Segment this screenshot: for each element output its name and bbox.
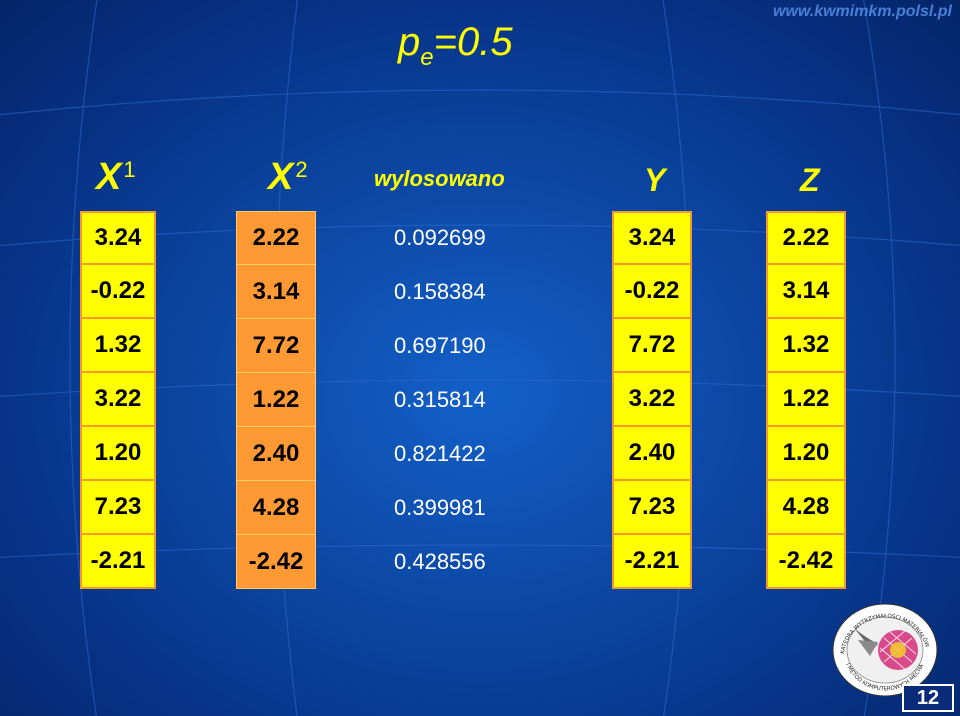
title-subscript: e	[420, 44, 434, 71]
header-x2-letter: X	[268, 156, 294, 198]
header-drawn: wylosowano	[374, 166, 505, 191]
column-z: 2.22 3.14 1.32 1.22 1.20 4.28 -2.42	[766, 211, 846, 589]
cell-y: -0.22	[612, 265, 692, 319]
cell-x2: 3.14	[236, 265, 316, 319]
cell-x2: 1.22	[236, 373, 316, 427]
header-z: Z	[800, 162, 820, 198]
website-url: www.kwmimkm.polsl.pl	[773, 3, 952, 20]
header-y: Y	[644, 162, 666, 198]
column-x1: 3.24 -0.22 1.32 3.22 1.20 7.23 -2.21	[80, 211, 156, 589]
cell-x2: 4.28	[236, 481, 316, 535]
cell-drawn: 0.697190	[394, 333, 486, 358]
cell-y: 7.23	[612, 481, 692, 535]
column-y: 3.24 -0.22 7.72 3.22 2.40 7.23 -2.21	[612, 211, 692, 589]
cell-x2: 2.40	[236, 427, 316, 481]
cell-z: -2.42	[766, 535, 846, 589]
column-x2: 2.22 3.14 7.72 1.22 2.40 4.28 -2.42	[236, 211, 316, 589]
page-title: pe=0.5	[398, 20, 513, 71]
cell-x2: 2.22	[236, 211, 316, 265]
cell-x2: -2.42	[236, 535, 316, 589]
cell-x1: 3.24	[80, 211, 156, 265]
header-x2: X2	[268, 156, 308, 199]
cell-x2: 7.72	[236, 319, 316, 373]
header-x1-letter: X	[96, 156, 122, 198]
cell-drawn: 0.821422	[394, 441, 486, 466]
cell-x1: 3.22	[80, 373, 156, 427]
cell-z: 3.14	[766, 265, 846, 319]
header-x1-index: 1	[123, 157, 136, 182]
cell-z: 1.20	[766, 427, 846, 481]
title-value: =0.5	[433, 20, 513, 64]
cell-y: 2.40	[612, 427, 692, 481]
header-x2-index: 2	[295, 157, 308, 182]
column-drawn: 0.092699 0.158384 0.697190 0.315814 0.82…	[384, 211, 514, 589]
cell-drawn: 0.315814	[394, 387, 486, 412]
cell-y: 3.24	[612, 211, 692, 265]
cell-x1: -2.21	[80, 535, 156, 589]
cell-drawn: 0.428556	[394, 549, 486, 574]
cell-z: 1.32	[766, 319, 846, 373]
cell-drawn: 0.399981	[394, 495, 486, 520]
cell-z: 4.28	[766, 481, 846, 535]
cell-y: -2.21	[612, 535, 692, 589]
cell-drawn: 0.092699	[394, 225, 486, 250]
cell-x1: 1.20	[80, 427, 156, 481]
cell-drawn: 0.158384	[394, 279, 486, 304]
cell-z: 2.22	[766, 211, 846, 265]
department-logo: KATEDRA WYTRZYMAŁOŚCI MATERIAŁÓW I METOD…	[826, 598, 938, 697]
cell-y: 3.22	[612, 373, 692, 427]
cell-z: 1.22	[766, 373, 846, 427]
cell-x1: -0.22	[80, 265, 156, 319]
header-x1: X1	[96, 156, 136, 199]
title-p: p	[398, 20, 421, 64]
cell-y: 7.72	[612, 319, 692, 373]
page-number: 12	[902, 684, 954, 712]
cell-x1: 1.32	[80, 319, 156, 373]
cell-x1: 7.23	[80, 481, 156, 535]
